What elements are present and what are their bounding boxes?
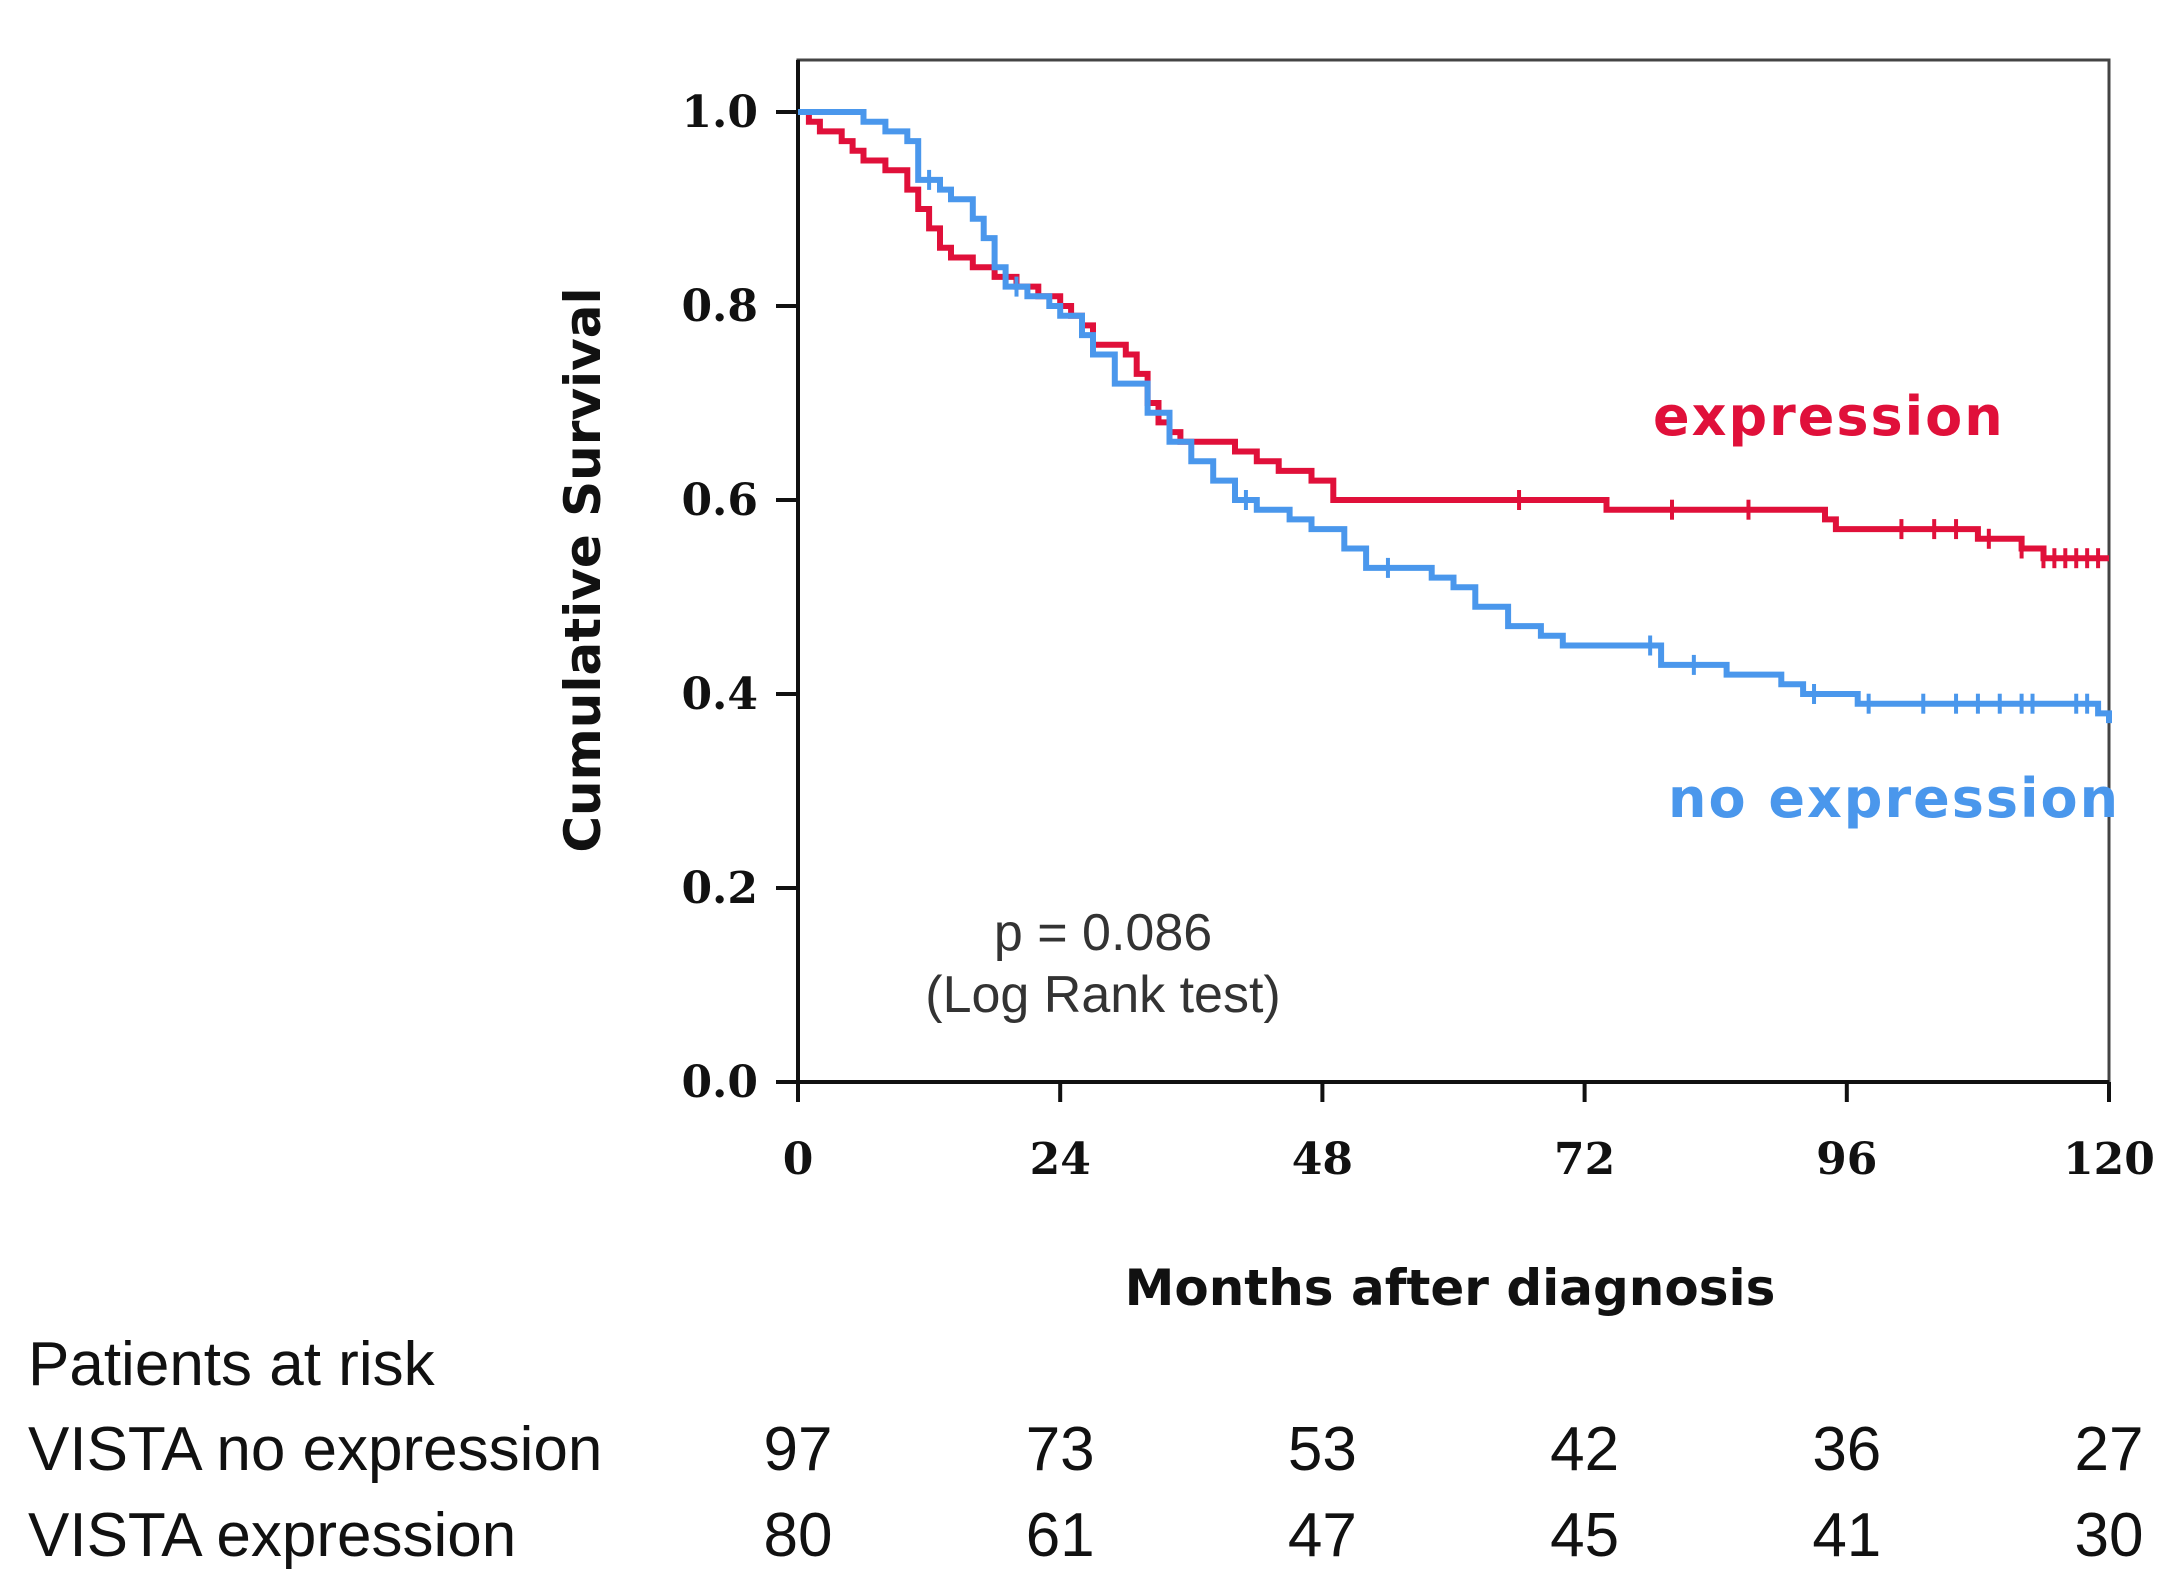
legend-label-expression: expression <box>1653 385 2005 448</box>
x-tick-label: 48 <box>1292 1134 1353 1185</box>
p-value-annotation: p = 0.086 <box>994 904 1212 962</box>
y-tick-label: 0.0 <box>681 1057 758 1108</box>
risk-row-label-expression: VISTA expression <box>28 1501 516 1570</box>
x-axis-title: Months after diagnosis <box>1125 1259 1776 1317</box>
y-tick-label: 0.4 <box>681 669 758 720</box>
y-tick-label: 0.6 <box>681 475 758 526</box>
risk-value: 61 <box>1026 1501 1095 1570</box>
y-axis-title: Cumulative Survival <box>554 287 612 852</box>
test-name-annotation: (Log Rank test) <box>925 966 1281 1024</box>
x-tick-label: 96 <box>1816 1134 1877 1185</box>
series-line-no-expression <box>798 109 2112 724</box>
y-tick-label: 0.8 <box>681 281 758 332</box>
risk-value: 97 <box>764 1415 833 1484</box>
risk-value: 80 <box>764 1501 833 1570</box>
risk-table-title: Patients at risk <box>28 1330 436 1399</box>
x-tick-label: 0 <box>783 1134 814 1185</box>
risk-values: 97 73 53 42 36 27 80 61 47 45 41 30 <box>764 1415 2144 1570</box>
x-ticks: 0 24 48 72 96 120 <box>783 1082 2155 1185</box>
risk-row-label-no-expression: VISTA no expression <box>28 1415 602 1484</box>
risk-value: 42 <box>1550 1415 1619 1484</box>
series-layer <box>798 109 2112 724</box>
y-ticks: 0.0 0.2 0.4 0.6 0.8 1.0 <box>681 87 798 1108</box>
x-tick-label: 72 <box>1554 1134 1615 1185</box>
legend-label-no-expression: no expression <box>1668 767 2120 830</box>
x-tick-label: 24 <box>1030 1134 1091 1185</box>
risk-value: 41 <box>1812 1501 1881 1570</box>
y-tick-label: 1.0 <box>681 87 758 138</box>
risk-value: 45 <box>1550 1501 1619 1570</box>
risk-value: 53 <box>1288 1415 1357 1484</box>
series-line-expression <box>798 109 2109 562</box>
risk-value: 27 <box>2075 1415 2144 1484</box>
risk-value: 47 <box>1288 1501 1357 1570</box>
y-tick-label: 0.2 <box>681 863 758 914</box>
risk-value: 73 <box>1026 1415 1095 1484</box>
x-tick-label: 120 <box>2063 1134 2155 1185</box>
risk-value: 30 <box>2075 1501 2144 1570</box>
risk-value: 36 <box>1812 1415 1881 1484</box>
